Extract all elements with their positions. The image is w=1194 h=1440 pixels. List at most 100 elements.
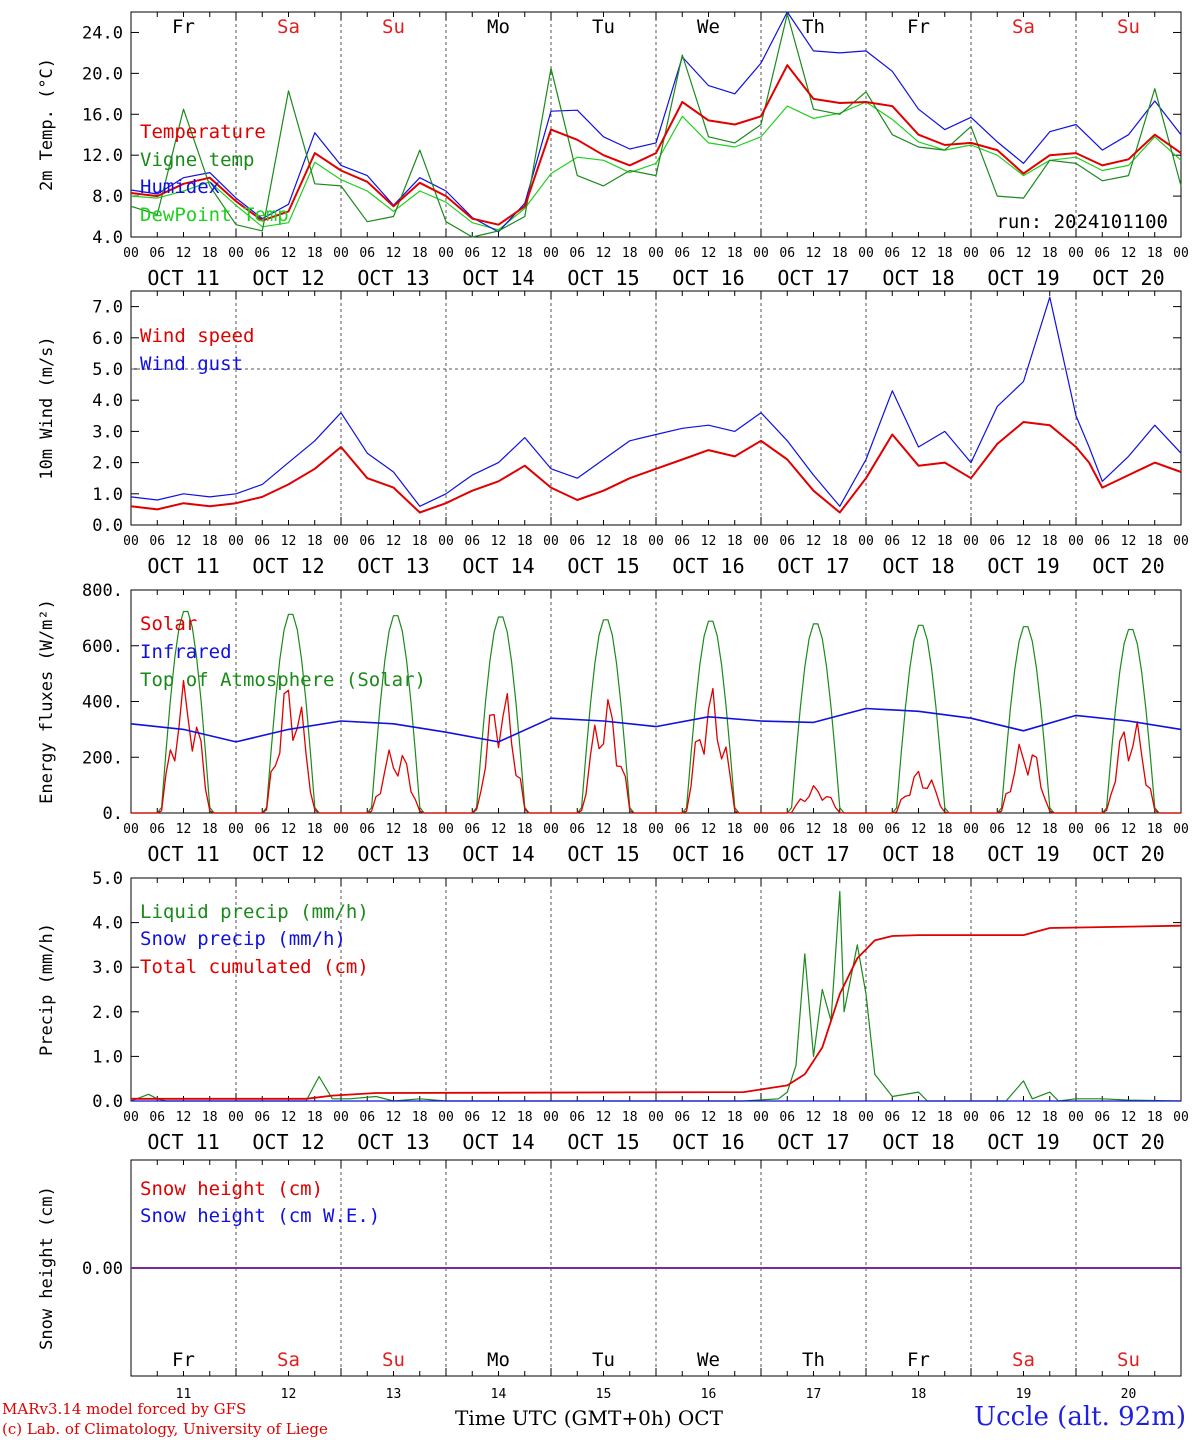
day-label: OCT 20: [1092, 554, 1164, 578]
hour-label: 00: [123, 246, 139, 261]
legend-entry: Solar: [140, 613, 197, 635]
day-number-label: 13: [386, 1387, 402, 1402]
day-label: OCT 20: [1092, 1130, 1164, 1154]
hour-label: 06: [989, 534, 1005, 549]
hour-label: 12: [281, 246, 297, 261]
legend-entry: Snow height (cm): [140, 1178, 323, 1200]
hour-label: 18: [937, 534, 953, 549]
hour-label: 06: [674, 534, 690, 549]
y-tick-label: 800.: [82, 581, 123, 601]
run-label: run: 2024101100: [996, 211, 1168, 233]
weekday-label: We: [697, 16, 720, 38]
weekday-label: Sa: [1012, 1349, 1035, 1371]
hour-label: 00: [753, 534, 769, 549]
hour-label: 00: [963, 534, 979, 549]
hour-label: 00: [753, 822, 769, 837]
hour-label: 06: [1094, 1110, 1110, 1125]
hour-label: 06: [779, 534, 795, 549]
hour-label: 12: [596, 534, 612, 549]
hour-label: 00: [858, 1110, 874, 1125]
hour-label: 06: [989, 246, 1005, 261]
hour-label: 00: [333, 1110, 349, 1125]
hour-label: 12: [386, 1110, 402, 1125]
hour-label: 12: [281, 822, 297, 837]
hour-label: 06: [464, 246, 480, 261]
day-number-label: 14: [491, 1387, 507, 1402]
hour-label: 18: [202, 534, 218, 549]
series-vigne-temp: [130, 13, 1182, 238]
hour-label: 12: [701, 1110, 717, 1125]
day-label: OCT 15: [567, 554, 639, 578]
day-label: OCT 19: [987, 1130, 1059, 1154]
day-label: OCT 14: [462, 1130, 534, 1154]
hour-label: 06: [464, 822, 480, 837]
legend-entry: Wind gust: [140, 353, 243, 375]
hour-label: 18: [517, 246, 533, 261]
weekday-label: Fr: [172, 16, 195, 38]
hour-label: 06: [149, 822, 165, 837]
hour-label: 12: [176, 1110, 192, 1125]
series-dewpoint-temp: [130, 101, 1182, 231]
hour-label: 18: [412, 534, 428, 549]
y-tick-label: 600.: [82, 637, 123, 657]
hour-label: 12: [701, 822, 717, 837]
hour-label: 00: [963, 822, 979, 837]
y-tick-label: 3.0: [92, 422, 123, 442]
hour-label: 00: [438, 1110, 454, 1125]
y-tick-label: 200.: [82, 748, 123, 768]
hour-label: 00: [858, 534, 874, 549]
hour-label: 12: [806, 1110, 822, 1125]
hour-label: 12: [1121, 1110, 1137, 1125]
hour-label: 18: [307, 246, 323, 261]
day-label: OCT 17: [777, 842, 849, 866]
hour-label: 00: [753, 1110, 769, 1125]
hour-label: 00: [438, 534, 454, 549]
series-liquid-precip-mm-h-: [130, 890, 1182, 1102]
series-humidex: [130, 11, 1182, 233]
day-label: OCT 19: [987, 554, 1059, 578]
hour-label: 18: [832, 246, 848, 261]
hour-label: 06: [254, 1110, 270, 1125]
hour-label: 12: [1016, 246, 1032, 261]
hour-label: 06: [149, 1110, 165, 1125]
day-label: OCT 13: [357, 1130, 429, 1154]
hour-label: 00: [648, 246, 664, 261]
hour-label: 18: [1042, 822, 1058, 837]
hour-label: 06: [884, 534, 900, 549]
panel-4: 0.0 1.0 2.0 3.0 4.0 5.0 Precip (mm/h) 00 06 12 18 0…: [37, 869, 1189, 1154]
hour-label: 18: [1042, 1110, 1058, 1125]
y-tick-label: 12.0: [82, 146, 123, 166]
y-tick-label: 4.0: [92, 914, 123, 934]
day-label: OCT 20: [1092, 266, 1164, 290]
hour-label: 06: [779, 246, 795, 261]
hour-label: 00: [123, 1110, 139, 1125]
day-label: OCT 15: [567, 1130, 639, 1154]
hour-label: 12: [911, 534, 927, 549]
plot-frame: [130, 589, 1182, 814]
day-label: OCT 15: [567, 842, 639, 866]
legend-entry: Vigne temp: [140, 149, 254, 171]
hour-label: 06: [464, 534, 480, 549]
hour-label: 12: [491, 822, 507, 837]
day-label: OCT 12: [252, 266, 324, 290]
y-tick-label: 2.0: [92, 454, 123, 474]
legend-entry: Temperature: [140, 121, 266, 143]
hour-label: 18: [832, 534, 848, 549]
hour-label: 06: [149, 534, 165, 549]
weekday-label: Sa: [1012, 16, 1035, 38]
hour-label: 00: [438, 822, 454, 837]
hour-label: 06: [884, 246, 900, 261]
weekday-label: Tu: [592, 1349, 615, 1371]
weekday-label: Fr: [172, 1349, 195, 1371]
hour-label: 18: [1147, 534, 1163, 549]
weekday-label: Fr: [907, 1349, 930, 1371]
y-tick-label: 5.0: [92, 869, 123, 889]
hour-label: 12: [806, 246, 822, 261]
hour-label: 06: [779, 1110, 795, 1125]
y-tick-label: 0.0: [92, 516, 123, 536]
x-axis-title: Time UTC (GMT+0h) OCT: [455, 1406, 723, 1430]
hour-label: 18: [1042, 246, 1058, 261]
day-label: OCT 16: [672, 266, 744, 290]
hour-label: 00: [1068, 1110, 1084, 1125]
hour-label: 00: [228, 822, 244, 837]
